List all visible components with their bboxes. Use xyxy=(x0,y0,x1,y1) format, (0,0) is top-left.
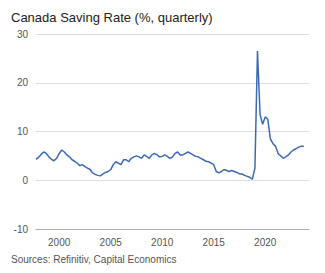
svg-text:Sources: Refinitiv, Capital Ec: Sources: Refinitiv, Capital Economics xyxy=(11,254,176,265)
svg-text:Canada Saving Rate (%, quarter: Canada Saving Rate (%, quarterly) xyxy=(11,10,213,25)
svg-text:2020: 2020 xyxy=(254,237,277,248)
svg-text:2010: 2010 xyxy=(151,237,174,248)
svg-text:30: 30 xyxy=(17,29,29,40)
svg-text:2005: 2005 xyxy=(100,237,123,248)
svg-text:2000: 2000 xyxy=(48,237,71,248)
svg-text:10: 10 xyxy=(17,126,29,137)
svg-text:0: 0 xyxy=(22,175,28,186)
svg-text:20: 20 xyxy=(17,77,29,88)
svg-text:-10: -10 xyxy=(14,224,29,235)
svg-text:2015: 2015 xyxy=(203,237,226,248)
